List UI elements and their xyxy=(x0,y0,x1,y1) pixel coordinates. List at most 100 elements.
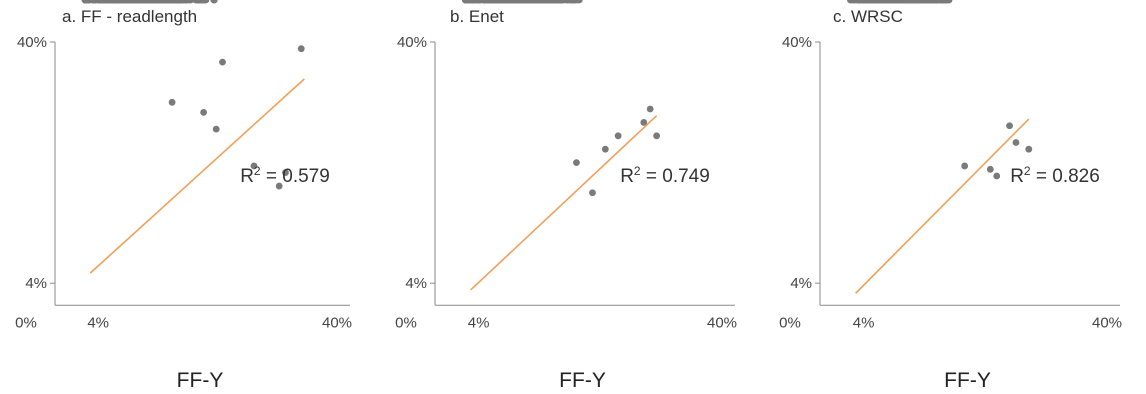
scatter-point xyxy=(159,0,167,4)
scatter-point xyxy=(147,0,154,4)
scatter-point xyxy=(933,0,941,4)
regression-line xyxy=(89,78,305,274)
x-tick-label: 40% xyxy=(322,314,352,331)
r2-value: = 0.826 xyxy=(1031,166,1100,187)
scatter-point xyxy=(138,0,145,4)
scatter-point xyxy=(1025,145,1033,153)
scatter-point xyxy=(928,0,935,4)
scatter-point xyxy=(541,0,549,4)
scatter-point xyxy=(168,98,176,106)
scatter-point xyxy=(482,0,490,4)
r2-value: = 0.579 xyxy=(261,166,330,187)
scatter-point xyxy=(945,0,953,4)
scatter-point xyxy=(250,162,258,170)
scatter-points xyxy=(81,0,305,190)
scatter-point xyxy=(993,172,1001,180)
scatter-point xyxy=(894,0,902,4)
panel-title: c. WRSC xyxy=(833,7,903,26)
scatter-point xyxy=(153,0,161,4)
scatter-point xyxy=(601,145,609,153)
x-axis-label: FF-Y xyxy=(559,369,606,392)
r2-annotation: R2 = 0.579 xyxy=(240,164,330,187)
scatter-point xyxy=(523,0,531,4)
r2-value: = 0.749 xyxy=(641,166,710,187)
scatter-point xyxy=(198,0,206,4)
scatter-point xyxy=(488,0,496,4)
scatter-point xyxy=(282,169,289,177)
scatter-point xyxy=(1006,122,1013,130)
scatter-point xyxy=(475,0,483,4)
r2-label: R xyxy=(620,166,634,187)
y-tick-label: 40% xyxy=(397,34,427,51)
scatter-point xyxy=(569,0,577,4)
scatter-point xyxy=(575,0,583,4)
y-tick-label: 4% xyxy=(790,275,812,292)
x-axis-label: FF-Y xyxy=(177,369,224,392)
x-tick-label: 4% xyxy=(853,314,875,331)
r2-superscript: 2 xyxy=(254,164,261,178)
scatter-points xyxy=(847,0,1033,180)
scatter-point xyxy=(986,165,994,173)
scatter-point xyxy=(653,132,661,140)
scatter-point xyxy=(589,189,596,197)
regression-line xyxy=(855,118,1030,294)
scatter-point xyxy=(911,0,918,4)
scatter-point xyxy=(573,159,580,167)
x-axis-label: FF-Y xyxy=(944,369,991,392)
scatter-point xyxy=(547,0,554,4)
scatter-point xyxy=(275,182,283,190)
r2-annotation: R2 = 0.749 xyxy=(620,164,710,187)
x-tick-label: 40% xyxy=(1092,314,1122,331)
scatter-point xyxy=(875,0,883,4)
x-tick-label: 4% xyxy=(468,314,490,331)
scatter-point xyxy=(297,45,305,53)
scatter-point xyxy=(210,0,218,4)
regression-line xyxy=(470,115,658,291)
x-tick-label: 0% xyxy=(15,314,37,331)
scatter-point xyxy=(919,0,927,4)
scatter-point xyxy=(517,0,525,4)
scatter-point xyxy=(506,0,514,4)
x-tick-label: 0% xyxy=(395,314,417,331)
r2-superscript: 2 xyxy=(634,164,641,178)
x-tick-label: 4% xyxy=(87,314,109,331)
scatter-point xyxy=(1012,139,1020,146)
y-tick-label: 40% xyxy=(17,34,47,51)
scatter-point xyxy=(462,0,469,4)
scatter-point xyxy=(468,0,476,4)
scatter-panel-1: 40% 4% 0% 4% 40% a. FF - readlength FF-Y R2 = 0… xyxy=(15,0,352,392)
scatter-point xyxy=(212,125,220,133)
scatter-point xyxy=(532,0,540,4)
scatter-point xyxy=(903,0,910,4)
scatter-point xyxy=(961,162,969,170)
x-tick-label: 40% xyxy=(707,314,737,331)
panel-title: b. Enet xyxy=(450,7,504,26)
y-tick-label: 4% xyxy=(25,275,47,292)
scatter-point xyxy=(178,0,185,4)
scatter-point xyxy=(557,0,565,4)
scatter-point xyxy=(646,105,654,113)
r2-superscript: 2 xyxy=(1024,164,1031,178)
scatter-panel-2: 40% 4% 0% 4% 40% b. Enet FF-Y R2 = 0.749 xyxy=(395,0,737,392)
scatter-points xyxy=(462,0,661,197)
scatter-point xyxy=(847,0,854,4)
scatter-point xyxy=(115,0,123,4)
y-tick-label: 40% xyxy=(782,34,812,51)
scatter-point xyxy=(200,108,208,116)
scatter-point xyxy=(219,58,226,66)
scatter-point xyxy=(856,0,863,4)
r2-annotation: R2 = 0.826 xyxy=(1010,164,1100,187)
scatter-point xyxy=(640,119,648,126)
scatter-point xyxy=(89,0,97,4)
scatter-point xyxy=(884,0,892,4)
scatter-point xyxy=(614,132,622,140)
scatter-point xyxy=(185,0,193,4)
scatter-point xyxy=(124,0,132,4)
scatter-point xyxy=(102,0,110,4)
panel-title: a. FF - readlength xyxy=(62,7,197,26)
r2-label: R xyxy=(1010,166,1024,187)
r2-label: R xyxy=(240,166,254,187)
scatter-point xyxy=(499,0,507,4)
